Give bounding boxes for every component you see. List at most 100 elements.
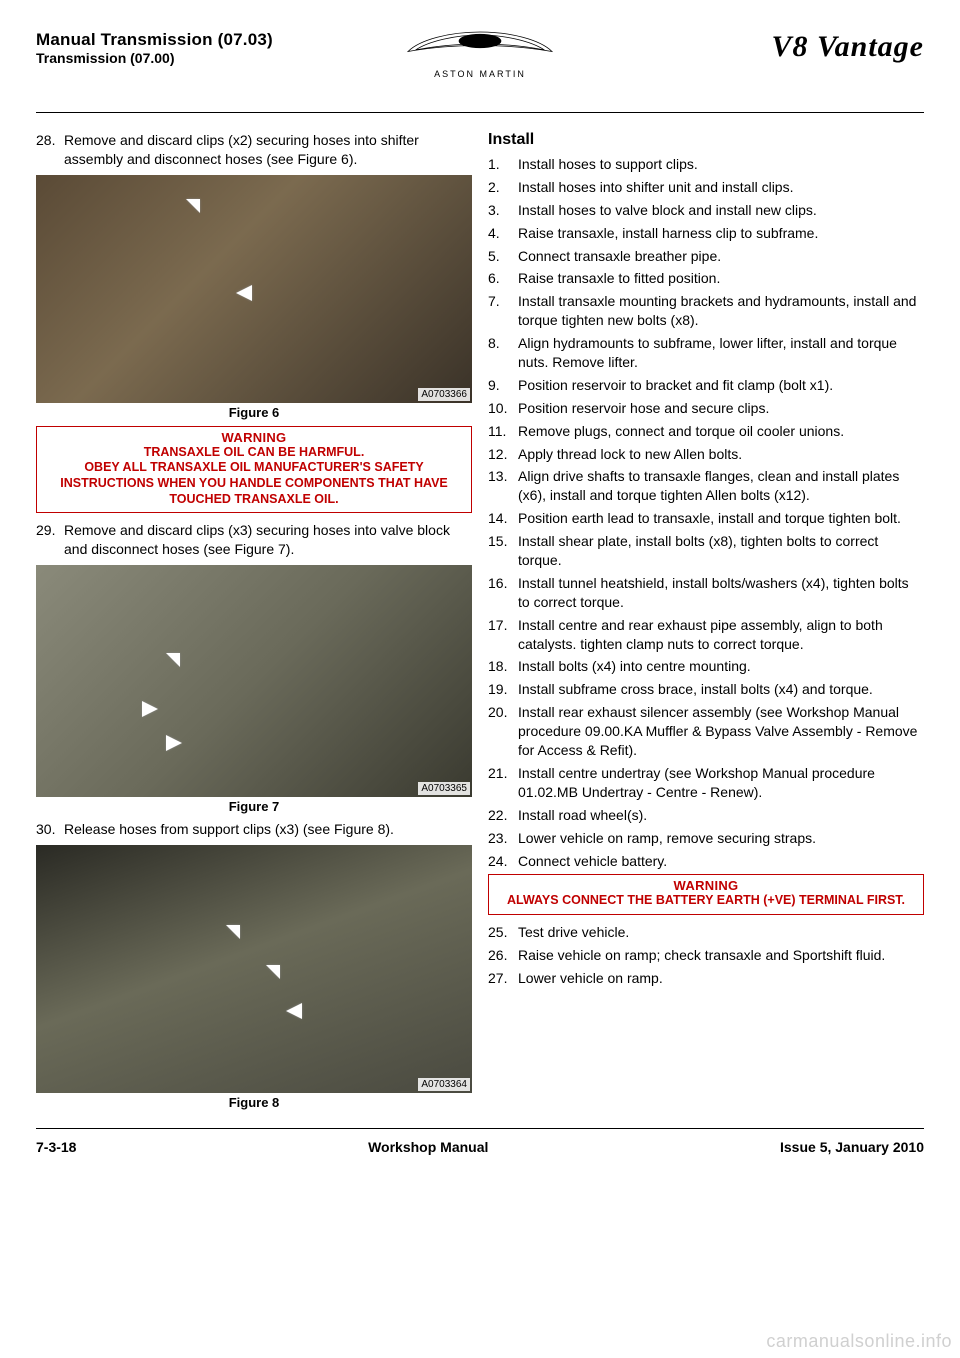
step-text: Raise transaxle, install harness clip to… (518, 224, 924, 243)
install-step: 24.Connect vehicle battery. (488, 852, 924, 871)
arrow-icon (226, 925, 240, 939)
figure-6-caption: Figure 6 (36, 405, 472, 420)
install-step: 12. Apply thread lock to new Allen bolts. (488, 445, 924, 464)
figure-8-caption: Figure 8 (36, 1095, 472, 1110)
step-text: Lower vehicle on ramp, remove securing s… (518, 829, 924, 848)
right-column: Install 1.Install hoses to support clips… (488, 131, 924, 1116)
install-step: 3.Install hoses to valve block and insta… (488, 201, 924, 220)
install-step: 17.Install centre and rear exhaust pipe … (488, 616, 924, 654)
step-30: 30. Release hoses from support clips (x3… (36, 820, 472, 839)
left-column: 28. Remove and discard clips (x2) securi… (36, 131, 472, 1116)
step-text: Lower vehicle on ramp. (518, 969, 924, 988)
warning-line: ALWAYS CONNECT THE BATTERY EARTH (+VE) T… (495, 893, 917, 909)
warning-title: WARNING (495, 878, 917, 893)
figure-image-id: A0703364 (418, 1078, 470, 1091)
step-number: 12. (488, 445, 512, 464)
figure-image-id: A0703366 (418, 388, 470, 401)
install-step: 21.Install centre undertray (see Worksho… (488, 764, 924, 802)
step-text: Apply thread lock to new Allen bolts. (518, 445, 924, 464)
install-heading: Install (488, 131, 924, 149)
step-text: Release hoses from support clips (x3) (s… (64, 820, 472, 839)
install-step: 22.Install road wheel(s). (488, 806, 924, 825)
model-name: V8 Vantage (771, 30, 924, 64)
footer-issue: Issue 5, January 2010 (780, 1139, 924, 1155)
install-step: 5.Connect transaxle breather pipe. (488, 247, 924, 266)
step-text: Install centre and rear exhaust pipe ass… (518, 616, 924, 654)
step-number: 20. (488, 703, 512, 760)
warning-box-2: WARNING ALWAYS CONNECT THE BATTERY EARTH… (488, 874, 924, 915)
install-step: 14.Position earth lead to transaxle, ins… (488, 509, 924, 528)
step-text: Install hoses to valve block and install… (518, 201, 924, 220)
step-text: Align drive shafts to transaxle flanges,… (518, 467, 924, 505)
step-number: 17. (488, 616, 512, 654)
step-number: 29. (36, 521, 58, 559)
arrow-icon (166, 735, 182, 751)
header-left: Manual Transmission (07.03) Transmission… (36, 30, 273, 66)
step-number: 1. (488, 155, 512, 174)
step-text: Install hoses into shifter unit and inst… (518, 178, 924, 197)
aston-martin-wings-icon (405, 26, 555, 68)
step-text: Install rear exhaust silencer assembly (… (518, 703, 924, 760)
step-text: Remove and discard clips (x2) securing h… (64, 131, 472, 169)
warning-box-1: WARNING TRANSAXLE OIL CAN BE HARMFUL. OB… (36, 426, 472, 514)
install-step: 1.Install hoses to support clips. (488, 155, 924, 174)
page-header: Manual Transmission (07.03) Transmission… (36, 30, 924, 66)
step-text: Install shear plate, install bolts (x8),… (518, 532, 924, 570)
header-right: V8 Vantage (771, 30, 924, 64)
install-step: 19.Install subframe cross brace, install… (488, 680, 924, 699)
install-step: 7.Install transaxle mounting brackets an… (488, 292, 924, 330)
install-step: 6. Raise transaxle to fitted position. (488, 269, 924, 288)
step-number: 11. (488, 422, 512, 441)
figure-7: A0703365 Figure 7 (36, 565, 472, 814)
arrow-icon (186, 199, 200, 213)
arrow-icon (142, 701, 158, 717)
step-text: Raise vehicle on ramp; check transaxle a… (518, 946, 924, 965)
step-number: 24. (488, 852, 512, 871)
step-number: 19. (488, 680, 512, 699)
warning-line: TRANSAXLE OIL CAN BE HARMFUL. (43, 445, 465, 461)
arrow-icon (236, 285, 252, 301)
step-number: 21. (488, 764, 512, 802)
install-step: 16.Install tunnel heatshield, install bo… (488, 574, 924, 612)
footer-center: Workshop Manual (368, 1139, 488, 1155)
install-step: 23. Lower vehicle on ramp, remove securin… (488, 829, 924, 848)
install-steps-list-2: 25.Test drive vehicle.26.Raise vehicle o… (488, 923, 924, 988)
step-number: 23. (488, 829, 512, 848)
install-steps-list: 1.Install hoses to support clips. 2. Insta… (488, 155, 924, 870)
arrow-icon (286, 1003, 302, 1019)
install-step: 20.Install rear exhaust silencer assembl… (488, 703, 924, 760)
step-number: 22. (488, 806, 512, 825)
figure-7-image: A0703365 (36, 565, 472, 797)
step-text: Install centre undertray (see Workshop M… (518, 764, 924, 802)
step-number: 6. (488, 269, 512, 288)
warning-title: WARNING (43, 430, 465, 445)
step-text: Position reservoir to bracket and fit cl… (518, 376, 924, 395)
install-step: 2. Install hoses into shifter unit and in… (488, 178, 924, 197)
step-number: 27. (488, 969, 512, 988)
figure-6: A0703366 Figure 6 (36, 175, 472, 420)
step-text: Install bolts (x4) into centre mounting. (518, 657, 924, 676)
install-step: 10. Position reservoir hose and secure cl… (488, 399, 924, 418)
step-text: Position reservoir hose and secure clips… (518, 399, 924, 418)
step-number: 2. (488, 178, 512, 197)
step-text: Raise transaxle to fitted position. (518, 269, 924, 288)
step-number: 10. (488, 399, 512, 418)
step-number: 18. (488, 657, 512, 676)
step-number: 14. (488, 509, 512, 528)
step-number: 4. (488, 224, 512, 243)
step-number: 9. (488, 376, 512, 395)
step-number: 30. (36, 820, 58, 839)
step-number: 28. (36, 131, 58, 169)
section-subtitle: Transmission (07.00) (36, 50, 273, 66)
step-text: Test drive vehicle. (518, 923, 924, 942)
install-step: 15.Install shear plate, install bolts (x… (488, 532, 924, 570)
step-number: 15. (488, 532, 512, 570)
step-number: 5. (488, 247, 512, 266)
step-number: 13. (488, 467, 512, 505)
footer-page-number: 7-3-18 (36, 1139, 76, 1155)
step-text: Install transaxle mounting brackets and … (518, 292, 924, 330)
install-step: 13.Align drive shafts to transaxle flang… (488, 467, 924, 505)
step-number: 7. (488, 292, 512, 330)
watermark: carmanualsonline.info (766, 1331, 952, 1352)
step-number: 26. (488, 946, 512, 965)
